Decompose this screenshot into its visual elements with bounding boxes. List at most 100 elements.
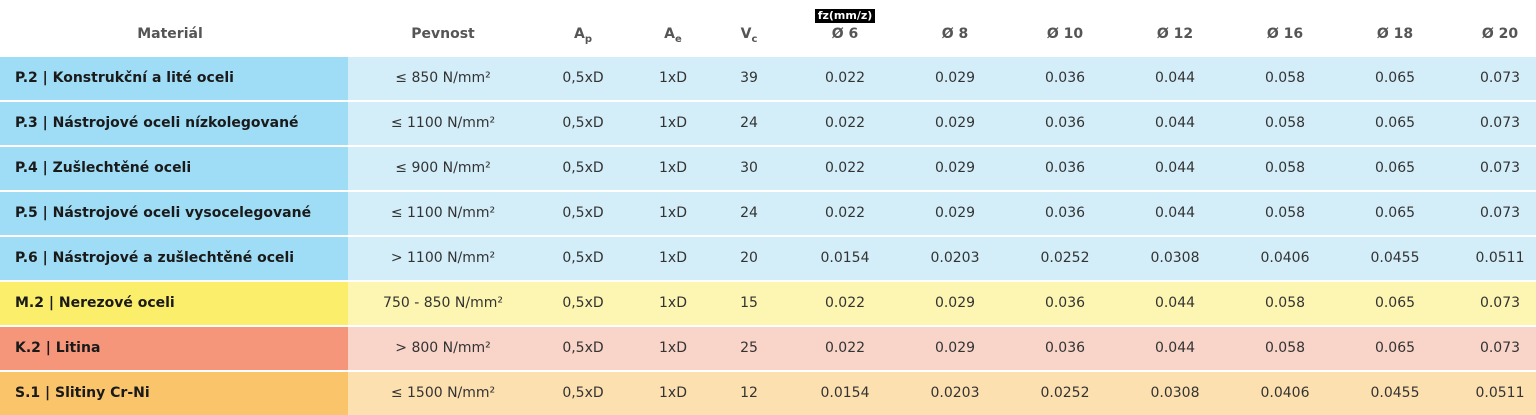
table-cell: 0.044 [1154, 295, 1196, 311]
table-cell: 39 [740, 70, 758, 86]
table-cell: 0.058 [1264, 295, 1306, 311]
table-cell: 0.073 [1479, 295, 1521, 311]
table-cell: 0.022 [824, 70, 866, 86]
table-cell: 0.058 [1264, 340, 1306, 356]
table-row: P.3 | Nástrojové oceli nízkolegované ≤ 11… [0, 102, 1536, 145]
header-text: Ø 10 [1046, 26, 1084, 42]
material-name: K.2 | Litina [0, 327, 348, 370]
table-cell: 24 [740, 115, 758, 131]
table-cell: 24 [740, 205, 758, 221]
table-cell: 0.065 [1374, 205, 1416, 221]
table-row: P.5 | Nástrojové oceli vysocelegované ≤ 1… [0, 192, 1536, 235]
material-name: P.5 | Nástrojové oceli vysocelegované [0, 192, 348, 235]
table-cell: ≤ 1500 N/mm² [390, 385, 496, 401]
column-header: Ø 20 [1440, 14, 1536, 54]
table-cell: 0.073 [1479, 205, 1521, 221]
header-text: Ø 12 [1156, 26, 1194, 42]
column-header: Ø 8 [895, 14, 1015, 54]
table-cell: 0.073 [1479, 115, 1521, 131]
table-cell: 25 [740, 340, 758, 356]
table-cell: 0.065 [1374, 160, 1416, 176]
table-cell: 30 [740, 160, 758, 176]
column-header: Pevnost [383, 14, 503, 54]
header-subscript: e [675, 34, 682, 45]
table-row: K.2 | Litina > 800 N/mm² 0,5xD 1xD 25 0.022 0.… [0, 327, 1536, 370]
table-cell: 0.044 [1154, 205, 1196, 221]
table-cell: 1xD [659, 205, 687, 221]
table-cell: 0.0252 [1040, 250, 1090, 266]
header-subscript: p [584, 34, 592, 45]
table-cell: 1xD [659, 250, 687, 266]
table-cell: 0.036 [1044, 340, 1086, 356]
material-name: P.4 | Zušlechtěné oceli [0, 147, 348, 190]
table-cell: 0.058 [1264, 70, 1306, 86]
column-header: Ø 18 [1335, 14, 1455, 54]
header-text: Ø 16 [1266, 26, 1304, 42]
table-cell: 0.044 [1154, 115, 1196, 131]
table-cell: ≤ 850 N/mm² [395, 70, 491, 86]
table-cell: 0.0308 [1150, 250, 1200, 266]
header-text: Materiál [137, 26, 203, 42]
table-cell: 0.022 [824, 340, 866, 356]
material-name: S.1 | Slitiny Cr-Ni [0, 372, 348, 415]
table-cell: 0.0203 [930, 385, 980, 401]
table-cell: 0,5xD [562, 340, 604, 356]
table-cell: 1xD [659, 115, 687, 131]
table-row: P.2 | Konstrukční a lité oceli ≤ 850 N/mm… [0, 57, 1536, 100]
table-cell: 0.0203 [930, 250, 980, 266]
table-cell: 0.029 [934, 70, 976, 86]
header-text: Ø 18 [1376, 26, 1414, 42]
table-cell: 0,5xD [562, 115, 604, 131]
table-cell: > 1100 N/mm² [390, 250, 496, 266]
table-cell: 1xD [659, 70, 687, 86]
table-cell: 0.029 [934, 160, 976, 176]
table-cell: 0.029 [934, 340, 976, 356]
table-cell: 0.044 [1154, 340, 1196, 356]
fz-label: fz(mm/z) [815, 9, 875, 23]
table-cell: 0.0511 [1475, 250, 1525, 266]
table-cell: ≤ 1100 N/mm² [390, 205, 496, 221]
table-cell: 20 [740, 250, 758, 266]
table-cell: 0.065 [1374, 70, 1416, 86]
table-cell: 1xD [659, 385, 687, 401]
column-header: Materiál [110, 14, 230, 54]
column-header: Ae [613, 14, 733, 54]
table-cell: 0.065 [1374, 340, 1416, 356]
table-cell: 0,5xD [562, 295, 604, 311]
table-cell: 0,5xD [562, 70, 604, 86]
table-cell: 12 [740, 385, 758, 401]
header-text: A [664, 26, 676, 42]
table-cell: 1xD [659, 340, 687, 356]
header-text: V [740, 26, 752, 42]
table-cell: 0.044 [1154, 160, 1196, 176]
table-cell: ≤ 900 N/mm² [395, 160, 491, 176]
table-cell: 0.0455 [1370, 250, 1420, 266]
table-cell: 0.065 [1374, 295, 1416, 311]
table-cell: 0.0154 [820, 385, 870, 401]
table-cell: 0.036 [1044, 115, 1086, 131]
table-cell: 0.036 [1044, 160, 1086, 176]
material-name: P.2 | Konstrukční a lité oceli [0, 57, 348, 100]
column-header: Ø 12 [1115, 14, 1235, 54]
table-cell: 0.022 [824, 205, 866, 221]
table-cell: 0.058 [1264, 115, 1306, 131]
material-name: P.6 | Nástrojové a zušlechtěné oceli [0, 237, 348, 280]
header-text: Pevnost [411, 26, 475, 42]
header-subscript: c [751, 34, 758, 45]
column-header: Ø 10 [1005, 14, 1125, 54]
header-text: A [573, 26, 585, 42]
table-row: S.1 | Slitiny Cr-Ni ≤ 1500 N/mm² 0,5xD 1xD 1… [0, 372, 1536, 415]
table-cell: ≤ 1100 N/mm² [390, 115, 496, 131]
column-header: Ap [523, 14, 643, 54]
table-cell: 15 [740, 295, 758, 311]
table-cell: 0.0252 [1040, 385, 1090, 401]
column-header: Vc [689, 14, 809, 54]
table-cell: 0.0406 [1260, 385, 1310, 401]
header-text: Ø 20 [1481, 26, 1519, 42]
table-cell: 0.029 [934, 205, 976, 221]
table-cell: 0.0455 [1370, 385, 1420, 401]
table-cell: 0.044 [1154, 70, 1196, 86]
table-cell: 0,5xD [562, 160, 604, 176]
table-cell: 0.029 [934, 115, 976, 131]
